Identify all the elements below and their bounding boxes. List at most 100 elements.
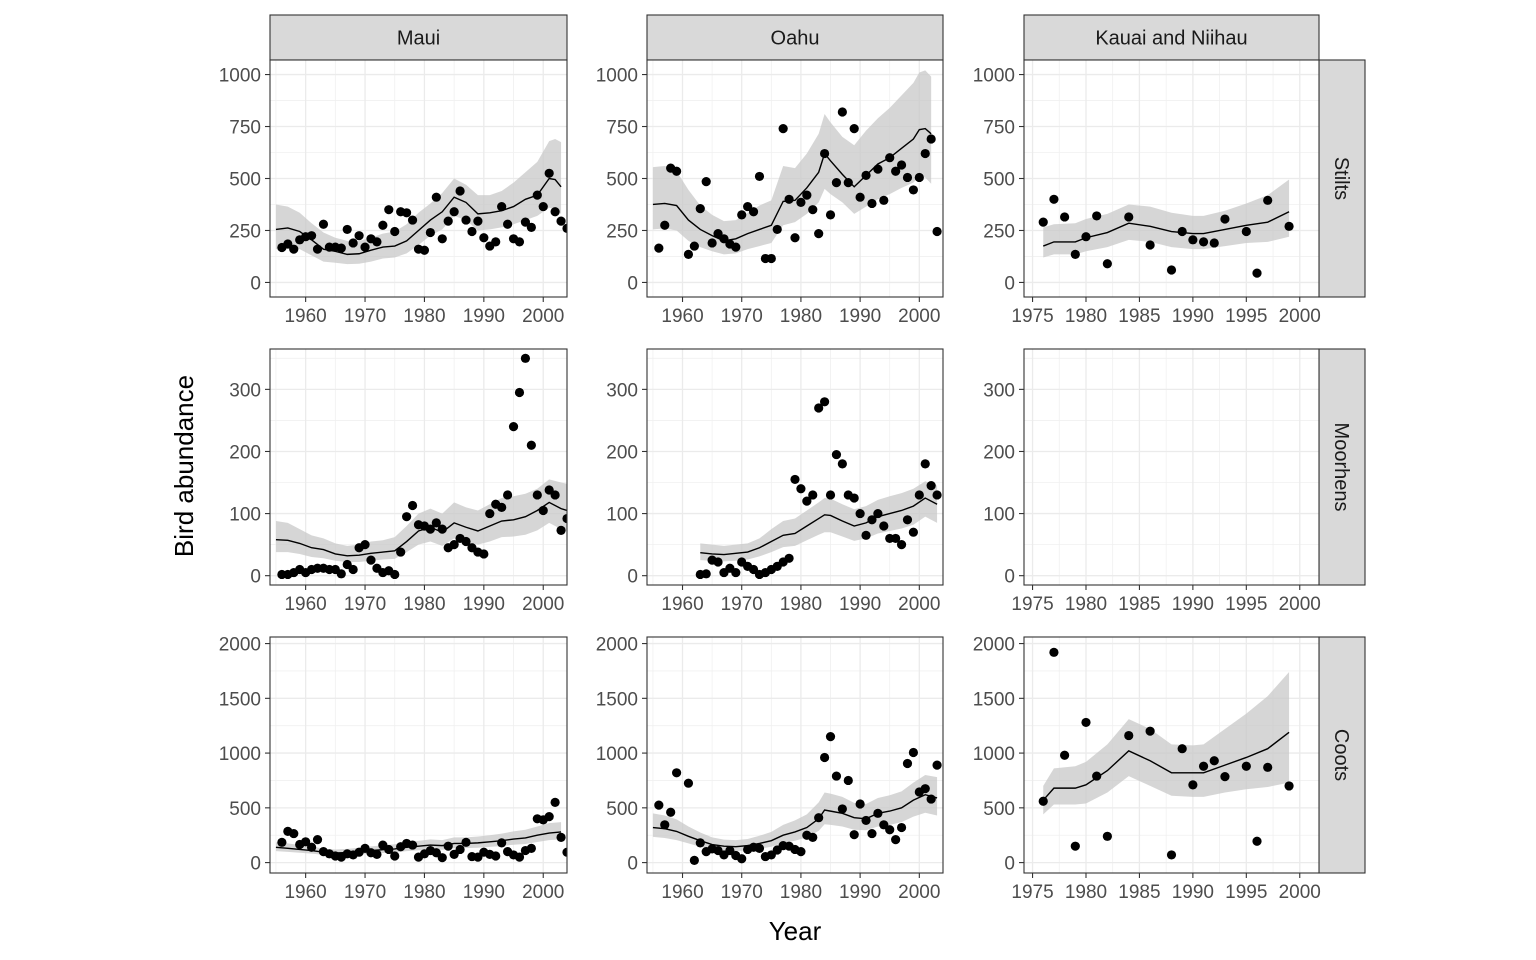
data-point — [920, 784, 930, 794]
data-point — [1241, 226, 1251, 237]
data-point — [1241, 761, 1251, 771]
x-tick-label: 1975 — [1011, 594, 1053, 615]
data-point — [849, 830, 859, 840]
data-point — [820, 752, 830, 763]
data-point — [808, 205, 818, 215]
data-point — [867, 198, 877, 209]
y-tick-label: 0 — [1004, 854, 1015, 875]
y-tick-label: 0 — [627, 567, 638, 588]
y-tick-label: 500 — [229, 170, 261, 191]
data-point — [825, 732, 836, 742]
y-tick-label: 250 — [229, 221, 261, 242]
data-point — [461, 837, 471, 847]
data-point — [772, 224, 782, 235]
data-point — [885, 153, 895, 163]
y-tick-label: 1500 — [973, 689, 1015, 710]
data-point — [754, 171, 765, 182]
y-tick-label: 500 — [606, 799, 638, 820]
data-point — [867, 828, 877, 839]
data-point — [479, 233, 489, 243]
data-point — [497, 838, 507, 848]
data-point — [713, 228, 723, 239]
data-point — [861, 170, 871, 180]
x-tick-label: 1990 — [839, 306, 881, 327]
data-point — [455, 844, 465, 855]
data-point — [1092, 211, 1102, 221]
data-point — [1070, 249, 1080, 259]
data-point — [1263, 762, 1273, 772]
data-point — [544, 812, 554, 822]
data-point — [879, 521, 889, 531]
y-tick-label: 2000 — [973, 635, 1015, 656]
panel-stilts-maui: 1960 1970 1980 1990 2000 0 250 500 750 1000 — [219, 59, 568, 327]
y-tick-label: 300 — [983, 380, 1015, 401]
data-point — [390, 569, 400, 580]
data-point — [431, 518, 441, 528]
data-point — [896, 822, 907, 833]
strip-moorhens — [1318, 348, 1366, 586]
x-tick-label: 2000 — [898, 594, 940, 615]
data-point — [660, 220, 670, 230]
panel-border — [269, 348, 568, 586]
data-point — [503, 219, 513, 229]
data-point — [514, 237, 525, 247]
panel-moorhens-maui: 1960 1970 1980 1990 2000 0 100 200 300 — [229, 348, 568, 615]
y-tick-label: 1000 — [973, 744, 1015, 765]
data-point — [902, 515, 913, 525]
y-tick-label: 0 — [250, 273, 261, 294]
x-tick-label: 1990 — [839, 882, 881, 903]
data-point — [301, 837, 311, 847]
x-tick-label: 1980 — [403, 306, 445, 327]
data-point — [514, 387, 525, 398]
fit-line — [275, 177, 562, 256]
data-point — [926, 134, 936, 144]
panel-moorhens-oahu: 1960 1970 1980 1990 2000 0 100 200 300 — [606, 348, 944, 615]
data-point — [556, 525, 566, 535]
data-point — [879, 195, 889, 205]
data-point — [437, 524, 447, 534]
data-point — [425, 524, 435, 534]
data-point — [312, 834, 323, 845]
y-tick-label: 0 — [250, 854, 261, 875]
y-tick-label: 0 — [627, 273, 638, 294]
y-tick-label: 100 — [229, 505, 261, 526]
data-point — [497, 502, 507, 512]
data-point — [1038, 796, 1048, 806]
x-tick-label: 2000 — [1279, 882, 1321, 903]
data-point — [855, 799, 865, 809]
data-point — [778, 124, 788, 134]
x-tick-label: 1960 — [284, 594, 326, 615]
y-tick-label: 300 — [229, 380, 261, 401]
data-point — [796, 484, 806, 494]
data-point — [766, 253, 776, 264]
data-point — [497, 201, 507, 212]
x-tick-label: 1980 — [780, 306, 822, 327]
data-point — [348, 238, 358, 248]
data-point — [748, 207, 759, 217]
x-tick-label: 1970 — [721, 594, 763, 615]
data-point — [1252, 836, 1262, 846]
strip-label-coots: Coots — [1330, 729, 1352, 781]
data-point — [348, 564, 358, 575]
data-point — [713, 557, 723, 567]
data-point — [808, 490, 818, 500]
data-point — [843, 178, 853, 188]
data-point — [1209, 756, 1219, 766]
y-tick-label: 500 — [606, 170, 638, 191]
x-tick-label: 1975 — [1011, 306, 1053, 327]
strip-coots — [1318, 636, 1366, 874]
x-axis-title: Year — [769, 916, 822, 946]
data-point — [1188, 780, 1198, 790]
data-point — [562, 847, 567, 857]
data-point — [719, 234, 729, 244]
data-point — [1198, 761, 1209, 771]
x-tick-label: 1970 — [344, 594, 386, 615]
data-point — [473, 216, 483, 226]
panel-plot-area — [275, 797, 567, 863]
data-point — [318, 219, 329, 229]
data-point — [683, 778, 694, 788]
panel-plot-area — [1038, 647, 1294, 860]
data-point — [449, 540, 459, 550]
data-point — [802, 496, 812, 506]
x-tick-label: 1970 — [344, 306, 386, 327]
